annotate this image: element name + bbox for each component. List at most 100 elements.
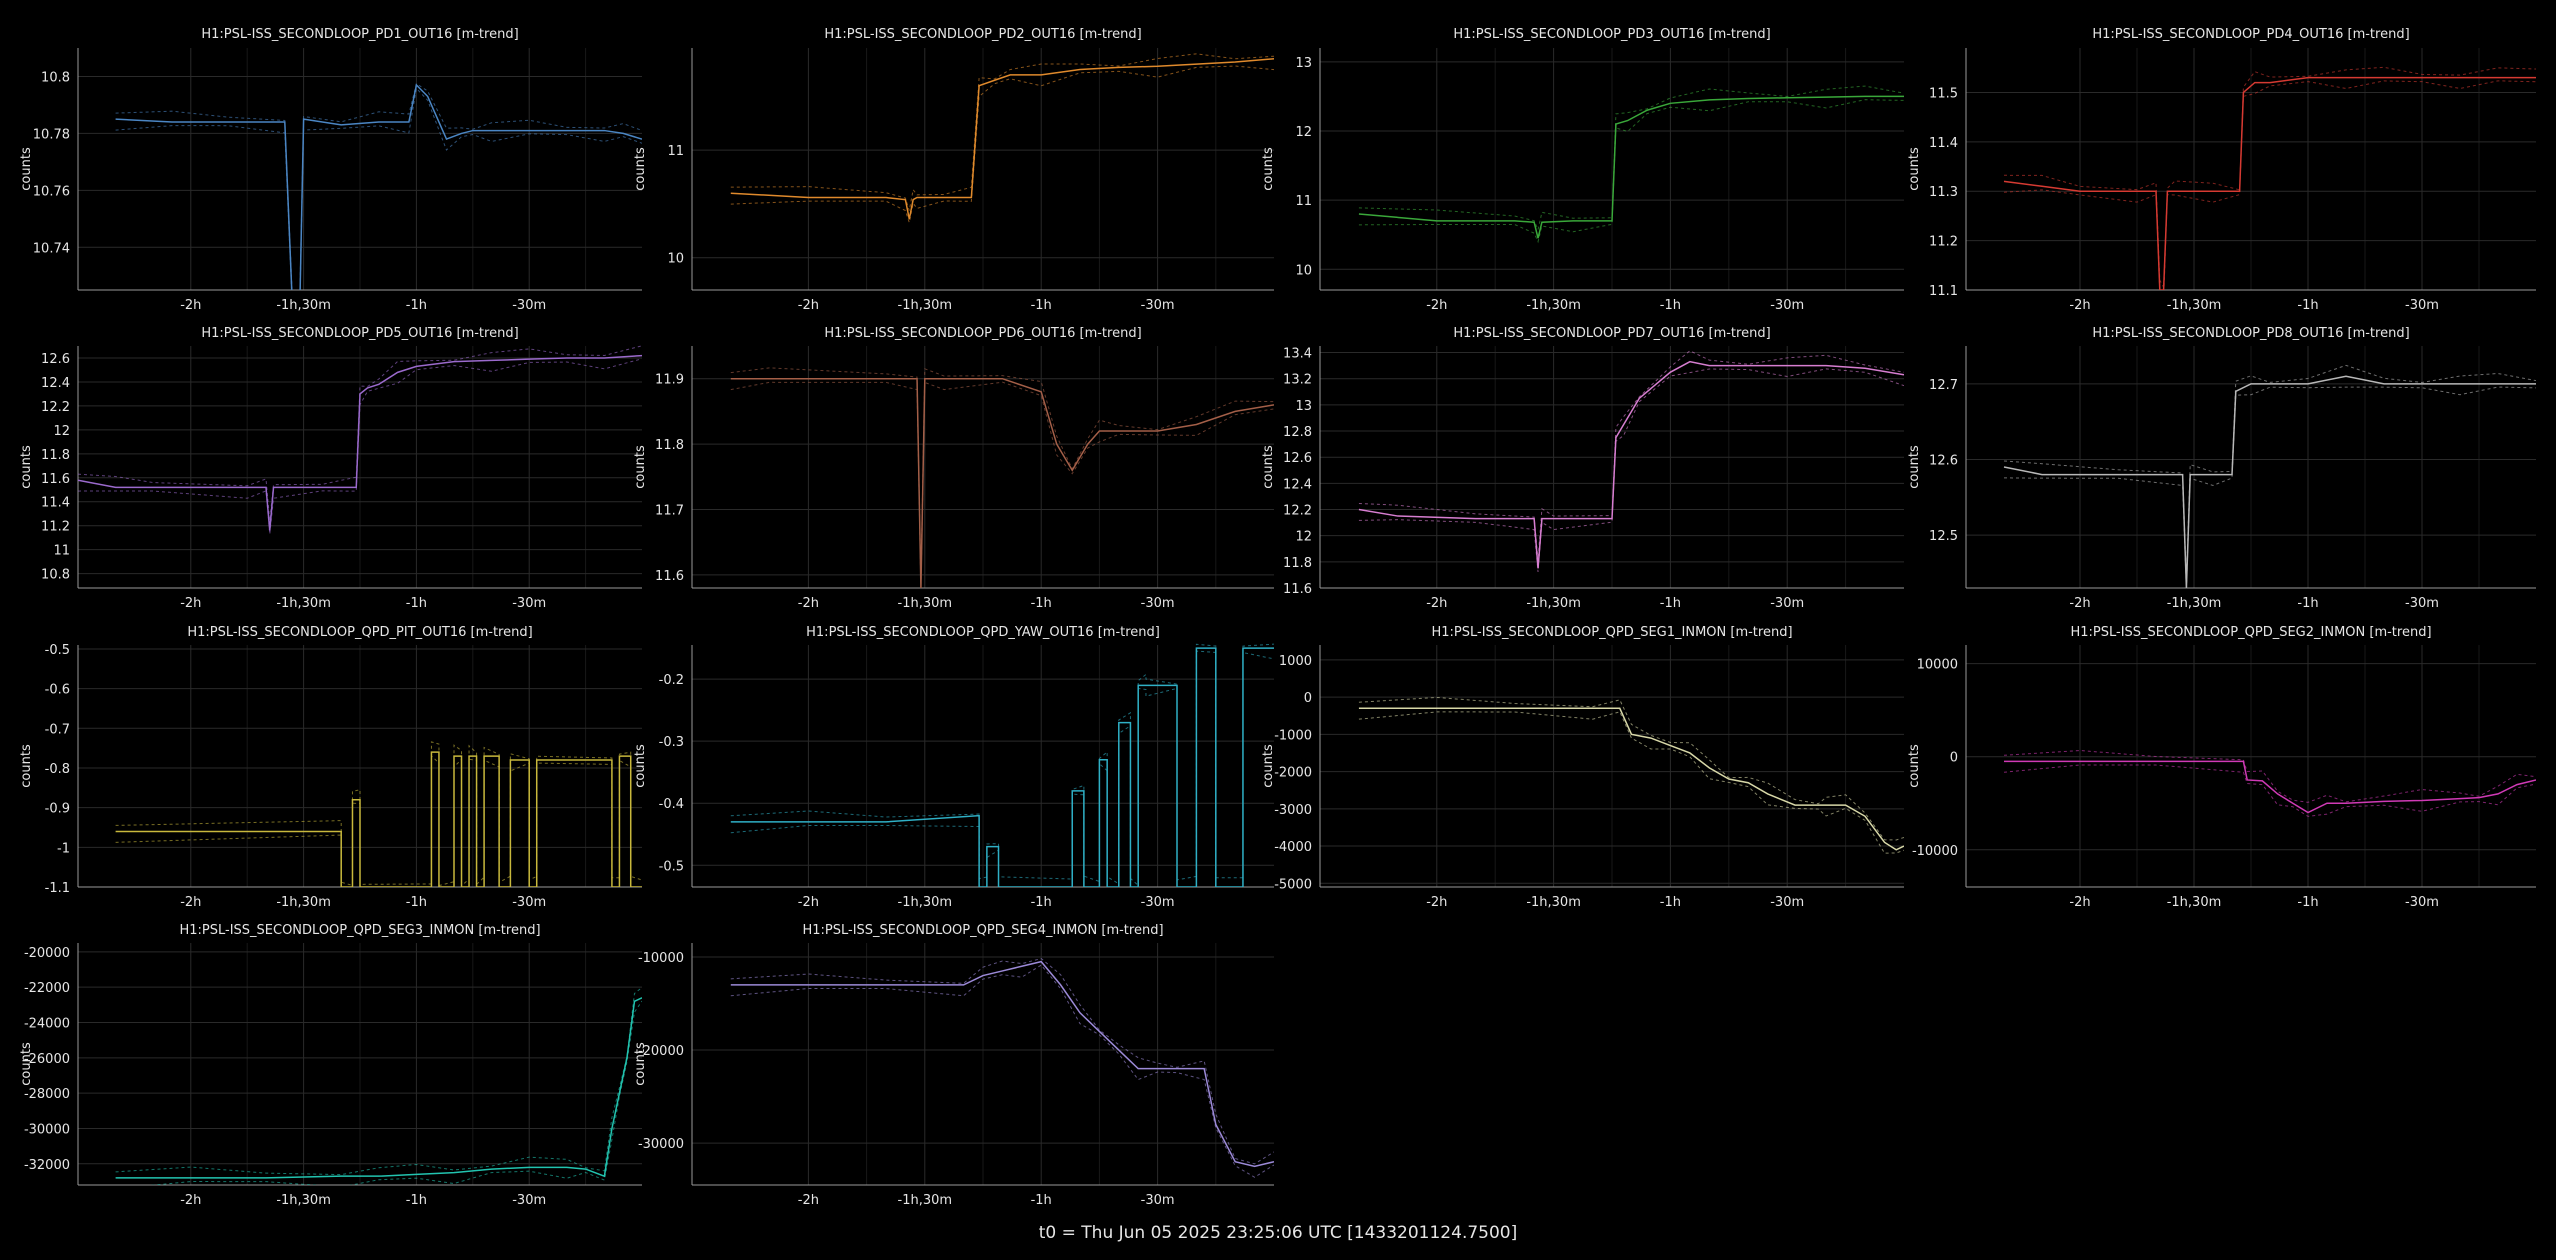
chart-panel: H1:PSL-ISS_SECONDLOOP_PD8_OUT16 [m-trend… (1907, 326, 2536, 611)
y-tick-label: -28000 (24, 1087, 70, 1102)
x-tick-label: -1h,30m (1526, 298, 1581, 313)
x-tick-label: -30m (1141, 895, 1175, 910)
y-tick-label: 13 (1295, 399, 1312, 414)
y-axis-label: counts (1261, 445, 1276, 489)
y-tick-label: 11.7 (655, 504, 684, 519)
chart-title: H1:PSL-ISS_SECONDLOOP_QPD_SEG2_INMON [m-… (2070, 625, 2431, 640)
y-tick-label: -10000 (638, 951, 684, 966)
series-mean-line (1358, 707, 1904, 851)
x-tick-label: -1h,30m (898, 596, 953, 611)
x-tick-label: -1h,30m (2167, 895, 2222, 910)
series-max-line (78, 345, 642, 521)
chart-title: H1:PSL-ISS_SECONDLOOP_PD3_OUT16 [m-trend… (1453, 27, 1770, 42)
series-mean-line (2004, 760, 2536, 814)
y-tick-label: 12.2 (1283, 504, 1312, 519)
x-tick-label: -1h,30m (276, 895, 331, 910)
x-tick-label: -1h,30m (2167, 596, 2222, 611)
y-tick-label: 11.1 (1929, 284, 1958, 299)
series-min-line (730, 381, 1274, 588)
y-tick-label: -30000 (638, 1137, 684, 1152)
y-tick-label: 13.4 (1283, 347, 1312, 362)
x-tick-label: -1h (406, 298, 427, 313)
y-axis-label: counts (1907, 445, 1922, 489)
y-tick-label: 10.8 (41, 70, 70, 85)
y-tick-label: -4000 (1274, 840, 1312, 855)
x-tick-label: -2h (180, 596, 201, 611)
y-tick-label: -20000 (24, 946, 70, 961)
series-mean-line (2003, 76, 2536, 290)
y-tick-label: 12 (1295, 530, 1312, 545)
series-mean-line (1358, 95, 1904, 239)
y-tick-label: 12 (1295, 125, 1312, 140)
series-min-line (730, 65, 1274, 225)
series-min-line (78, 358, 642, 535)
y-tick-label: 11.8 (41, 448, 70, 463)
chart-title: H1:PSL-ISS_SECONDLOOP_QPD_YAW_OUT16 [m-t… (806, 625, 1160, 640)
x-tick-label: -1h (1660, 596, 1681, 611)
y-axis-label: counts (19, 744, 34, 788)
chart-panel: H1:PSL-ISS_SECONDLOOP_QPD_SEG4_INMON [m-… (633, 923, 1274, 1208)
series-min-line (115, 754, 632, 887)
x-tick-label: -1h (2297, 596, 2318, 611)
y-tick-label: -3000 (1274, 803, 1312, 818)
chart-title: H1:PSL-ISS_SECONDLOOP_QPD_SEG4_INMON [m-… (802, 923, 1163, 938)
x-tick-label: -30m (1141, 298, 1175, 313)
series-min-line (2003, 386, 2536, 588)
chart-title: H1:PSL-ISS_SECONDLOOP_PD2_OUT16 [m-trend… (824, 27, 1141, 42)
series-mean-line (730, 647, 1274, 887)
series-min-line (1358, 368, 1904, 572)
y-tick-label: -26000 (24, 1052, 70, 1067)
y-axis-label: counts (1907, 147, 1922, 191)
y-axis-label: counts (1261, 147, 1276, 191)
y-tick-label: 11.9 (655, 373, 684, 388)
series-max-line (2003, 749, 2536, 803)
y-tick-label: 11 (667, 144, 684, 159)
x-tick-label: -30m (1141, 1193, 1175, 1208)
x-tick-label: -1h,30m (276, 596, 331, 611)
x-tick-label: -1h (1660, 895, 1681, 910)
y-tick-label: 11.6 (41, 472, 70, 487)
y-tick-label: -0.2 (659, 673, 684, 688)
series-max-line (1358, 85, 1904, 232)
y-tick-label: 12.7 (1929, 378, 1958, 393)
x-tick-label: -2h (2069, 298, 2090, 313)
chart-title: H1:PSL-ISS_SECONDLOOP_PD4_OUT16 [m-trend… (2092, 27, 2409, 42)
x-tick-label: -2h (2069, 895, 2090, 910)
y-tick-label: -5000 (1274, 877, 1312, 892)
chart-panel: H1:PSL-ISS_SECONDLOOP_QPD_SEG2_INMON [m-… (1907, 625, 2536, 910)
x-tick-label: -30m (2405, 596, 2439, 611)
y-tick-label: -1000 (1274, 728, 1312, 743)
series-min-line (149, 1000, 642, 1185)
series-mean-line (730, 58, 1274, 220)
series-mean-line (1358, 360, 1904, 569)
chart-panel: H1:PSL-ISS_SECONDLOOP_PD6_OUT16 [m-trend… (633, 326, 1274, 611)
y-tick-label: -20000 (638, 1044, 684, 1059)
x-tick-label: -1h (1031, 1193, 1052, 1208)
y-tick-label: 11.5 (1929, 86, 1958, 101)
x-tick-label: -2h (180, 895, 201, 910)
y-axis-label: counts (19, 147, 34, 191)
series-max-line (2003, 66, 2536, 290)
series-mean-line (115, 83, 642, 290)
y-tick-label: 10000 (1917, 658, 1958, 673)
chart-title: H1:PSL-ISS_SECONDLOOP_QPD_SEG3_INMON [m-… (179, 923, 540, 938)
y-tick-label: 10.78 (33, 127, 70, 142)
x-tick-label: -30m (1770, 298, 1804, 313)
chart-panel: H1:PSL-ISS_SECONDLOOP_PD5_OUT16 [m-trend… (19, 326, 642, 611)
y-tick-label: -32000 (24, 1158, 70, 1173)
x-tick-label: -1h,30m (276, 1193, 331, 1208)
y-axis-label: counts (1261, 744, 1276, 788)
y-axis-label: counts (633, 1042, 648, 1086)
y-tick-label: 12.2 (41, 400, 70, 415)
y-tick-label: -0.3 (659, 735, 684, 750)
x-tick-label: -2h (180, 1193, 201, 1208)
chart-panel: H1:PSL-ISS_SECONDLOOP_PD3_OUT16 [m-trend… (1261, 27, 1904, 313)
x-tick-label: -1h (1660, 298, 1681, 313)
x-tick-label: -2h (798, 298, 819, 313)
series-max-line (1358, 350, 1904, 560)
y-tick-label: -30000 (24, 1122, 70, 1137)
y-axis-label: counts (19, 445, 34, 489)
y-tick-label: 12.4 (1283, 477, 1312, 492)
y-tick-label: 12.6 (41, 352, 70, 367)
